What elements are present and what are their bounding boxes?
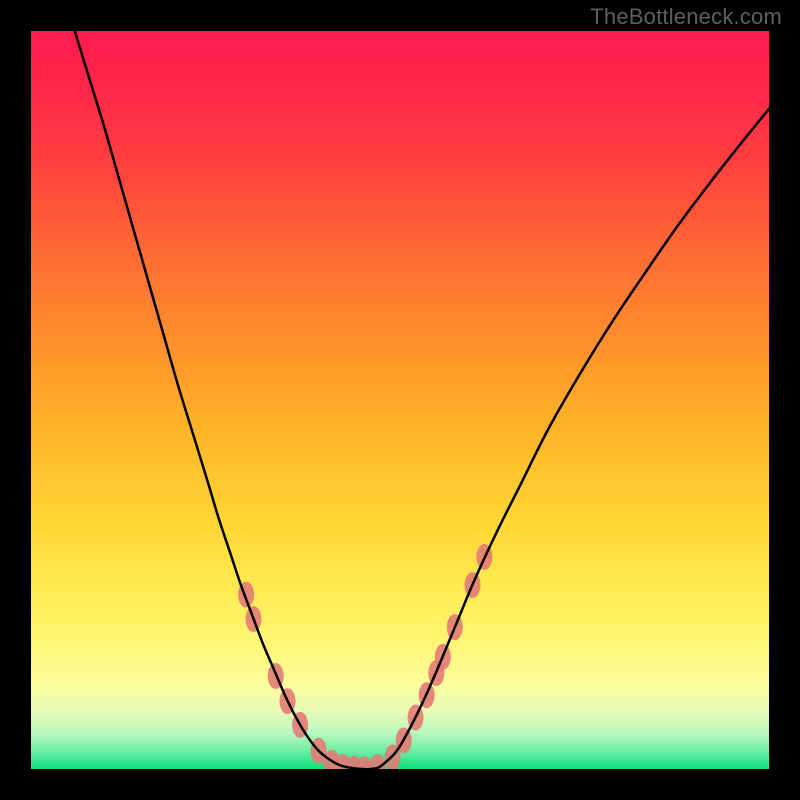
watermark-text: TheBottleneck.com (590, 4, 782, 30)
heatmap-background (30, 30, 770, 770)
outer-frame: TheBottleneck.com (0, 0, 800, 800)
bottleneck-chart (30, 30, 770, 770)
